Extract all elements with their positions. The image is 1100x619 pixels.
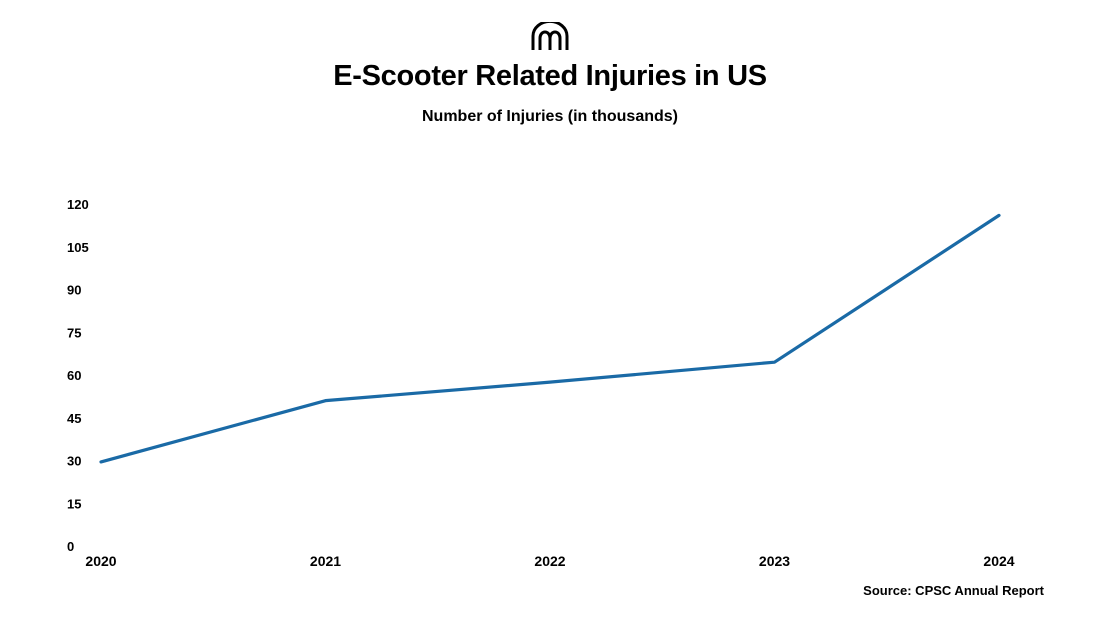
x-tick-label: 2023 (759, 553, 790, 569)
y-tick-label: 45 (67, 411, 81, 426)
x-tick-label: 2020 (85, 553, 116, 569)
x-tick-label: 2022 (534, 553, 565, 569)
y-tick-label: 90 (67, 283, 81, 298)
y-tick-label: 75 (67, 325, 81, 340)
y-tick-label: 30 (67, 454, 81, 469)
y-tick-label: 60 (67, 368, 81, 383)
chart-subtitle: Number of Injuries (in thousands) (421, 108, 678, 125)
y-tick-label: 105 (67, 240, 89, 255)
chart-title: E-Scooter Related Injuries in US (333, 60, 767, 92)
chart-series (99, 213, 1001, 464)
x-axis: 2020 2021 2022 2023 2024 (85, 553, 1014, 569)
source-note: Source: CPSC Annual Report (863, 583, 1044, 598)
y-tick-label: 15 (67, 496, 81, 511)
y-axis: 0 15 30 45 60 75 90 105 120 (67, 197, 89, 554)
brand-logo-icon (531, 22, 569, 50)
series-line (99, 213, 1001, 464)
x-tick-label: 2024 (983, 553, 1014, 569)
y-tick-label: 120 (67, 197, 89, 212)
y-tick-label: 0 (67, 539, 74, 554)
x-tick-label: 2021 (310, 553, 341, 569)
